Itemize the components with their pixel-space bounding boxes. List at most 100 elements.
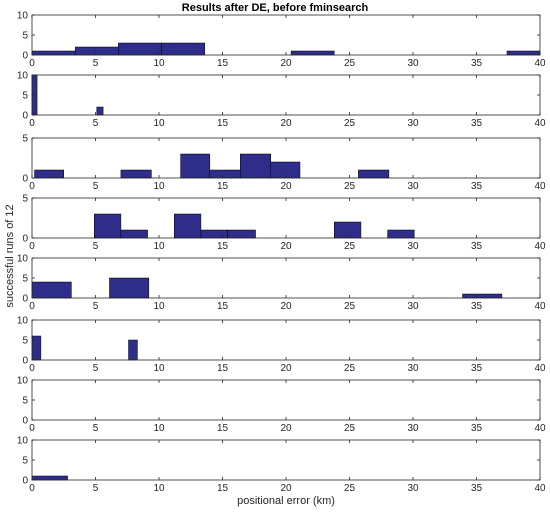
x-tick-label: 10 [153, 58, 165, 69]
x-tick-label: 10 [153, 423, 165, 434]
x-tick-label: 15 [217, 483, 229, 494]
x-tick-label: 20 [280, 118, 292, 129]
histogram-bar [334, 221, 362, 239]
axes-box [31, 379, 541, 421]
x-tick-label: 0 [29, 241, 35, 252]
y-tick-label: 0 [22, 234, 28, 245]
x-tick-label: 5 [93, 118, 99, 129]
histogram-bar [120, 169, 152, 179]
x-tick-label: 0 [29, 423, 35, 434]
y-tick-label: 0 [22, 294, 28, 305]
x-tick-label: 20 [280, 423, 292, 434]
y-tick-label: 5 [22, 396, 28, 407]
x-tick-label: 20 [280, 58, 292, 69]
y-tick-label: 5 [22, 274, 28, 285]
y-tick-label: 10 [17, 71, 29, 82]
histogram-bar [227, 229, 256, 239]
x-tick-label: 25 [344, 241, 356, 252]
y-axis-label: successful runs of 12 [4, 204, 16, 308]
histogram-bar [270, 161, 301, 179]
histogram-bar [31, 50, 76, 56]
y-tick-label: 10 [17, 436, 29, 447]
y-tick-label: 10 [17, 254, 29, 265]
x-tick-label: 30 [407, 58, 419, 69]
histogram-bar [118, 42, 162, 56]
x-tick-label: 35 [471, 118, 483, 129]
x-tick-label: 30 [407, 423, 419, 434]
panel-8: 0 5 10 15 20 25 30 35 40 0 5 10 [17, 436, 546, 495]
x-tick-label: 35 [471, 181, 483, 192]
y-tick-label: 0 [22, 51, 28, 62]
panel-7: 0 5 10 15 20 25 30 35 40 0 5 10 [17, 376, 546, 435]
histogram-bar [128, 339, 138, 361]
x-tick-label: 30 [407, 241, 419, 252]
histogram-bar [31, 281, 72, 299]
histogram-bar [290, 50, 335, 56]
x-tick-label: 15 [217, 423, 229, 434]
y-tick-label: 0 [22, 356, 28, 367]
x-tick-label: 20 [280, 301, 292, 312]
panel-5: 0 5 10 15 20 25 30 35 40 0 5 10 [17, 254, 546, 313]
x-tick-label: 10 [153, 181, 165, 192]
x-tick-label: 10 [153, 118, 165, 129]
y-tick-label: 0 [22, 416, 28, 427]
x-tick-label: 40 [534, 58, 546, 69]
y-tick-label: 5 [22, 336, 28, 347]
x-tick-label: 30 [407, 363, 419, 374]
x-tick-label: 15 [217, 58, 229, 69]
panel-3: 0 5 10 15 20 25 30 35 40 0 5 [22, 134, 546, 193]
x-tick-label: 15 [217, 181, 229, 192]
y-tick-label: 0 [22, 476, 28, 487]
x-tick-label: 15 [217, 363, 229, 374]
histogram-bar [96, 106, 104, 116]
x-tick-label: 40 [534, 363, 546, 374]
chart-title: Results after DE, before fminsearch [181, 2, 369, 14]
x-tick-label: 40 [534, 423, 546, 434]
x-tick-label: 20 [280, 241, 292, 252]
axes-box [31, 74, 541, 116]
x-tick-label: 35 [471, 241, 483, 252]
histogram-bar [31, 475, 68, 481]
histogram-bar [387, 229, 415, 239]
y-tick-label: 5 [22, 31, 28, 42]
histogram-bar [506, 50, 541, 56]
histogram-bar [462, 293, 503, 299]
x-tick-label: 10 [153, 483, 165, 494]
histogram-bar [93, 213, 122, 239]
x-tick-label: 5 [93, 241, 99, 252]
x-tick-label: 40 [534, 118, 546, 129]
y-tick-label: 5 [22, 91, 28, 102]
histogram-bar [240, 153, 272, 179]
histogram-bar [74, 46, 119, 56]
x-tick-label: 15 [217, 241, 229, 252]
x-tick-label: 30 [407, 483, 419, 494]
x-tick-label: 5 [93, 483, 99, 494]
x-tick-label: 20 [280, 363, 292, 374]
histogram-bar [34, 169, 64, 179]
y-tick-label: 5 [22, 134, 28, 145]
axes-box [31, 257, 541, 299]
y-tick-label: 0 [22, 174, 28, 185]
x-tick-label: 5 [93, 58, 99, 69]
x-tick-label: 5 [93, 181, 99, 192]
x-tick-label: 5 [93, 423, 99, 434]
panel-4: 0 5 10 15 20 25 30 35 40 0 5 [22, 194, 546, 253]
x-tick-label: 20 [280, 181, 292, 192]
axes-box [31, 439, 541, 481]
histogram-bar [180, 153, 211, 179]
x-tick-label: 40 [534, 301, 546, 312]
histogram-bar [200, 229, 228, 239]
x-tick-label: 0 [29, 483, 35, 494]
x-tick-label: 0 [29, 301, 35, 312]
x-tick-label: 25 [344, 363, 356, 374]
x-tick-label: 30 [407, 301, 419, 312]
histogram-bar [109, 277, 150, 299]
x-tick-label: 25 [344, 118, 356, 129]
x-tick-label: 35 [471, 423, 483, 434]
histogram-bar [161, 42, 205, 56]
x-tick-label: 40 [534, 181, 546, 192]
x-tick-label: 35 [471, 363, 483, 374]
panel-6: 0 5 10 15 20 25 30 35 40 0 5 10 [17, 316, 546, 375]
